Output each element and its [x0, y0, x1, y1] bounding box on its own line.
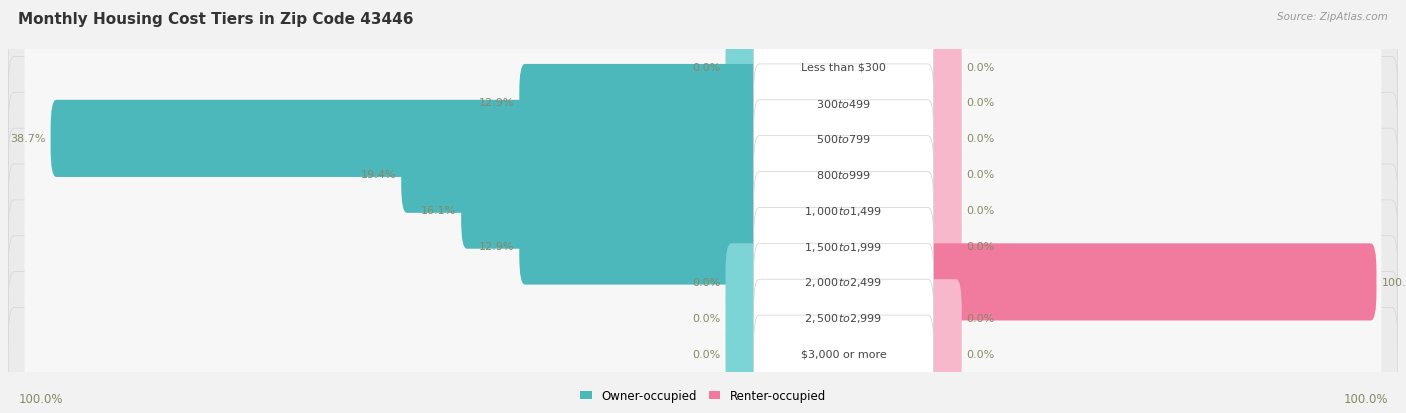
Text: $3,000 or more: $3,000 or more — [801, 349, 886, 359]
FancyBboxPatch shape — [25, 140, 1381, 209]
FancyBboxPatch shape — [922, 172, 962, 249]
Text: 12.9%: 12.9% — [479, 242, 515, 252]
Legend: Owner-occupied, Renter-occupied: Owner-occupied, Renter-occupied — [575, 385, 831, 407]
FancyBboxPatch shape — [25, 176, 1381, 245]
FancyBboxPatch shape — [25, 212, 1381, 281]
Text: 0.0%: 0.0% — [692, 277, 721, 287]
FancyBboxPatch shape — [25, 104, 1381, 173]
FancyBboxPatch shape — [8, 308, 1398, 400]
Text: 100.0%: 100.0% — [1381, 277, 1406, 287]
FancyBboxPatch shape — [25, 248, 1381, 317]
FancyBboxPatch shape — [25, 284, 1381, 352]
FancyBboxPatch shape — [725, 244, 765, 320]
FancyBboxPatch shape — [519, 65, 765, 142]
Text: 19.4%: 19.4% — [361, 170, 396, 180]
Text: 0.0%: 0.0% — [967, 313, 995, 323]
FancyBboxPatch shape — [922, 136, 962, 213]
FancyBboxPatch shape — [8, 21, 1398, 114]
Text: $2,500 to $2,999: $2,500 to $2,999 — [804, 311, 883, 325]
Text: 0.0%: 0.0% — [967, 62, 995, 72]
Text: 100.0%: 100.0% — [18, 392, 63, 405]
Text: 38.7%: 38.7% — [10, 134, 45, 144]
Text: $2,000 to $2,499: $2,000 to $2,499 — [804, 276, 883, 289]
FancyBboxPatch shape — [8, 200, 1398, 292]
FancyBboxPatch shape — [725, 316, 765, 392]
Text: 0.0%: 0.0% — [967, 170, 995, 180]
FancyBboxPatch shape — [754, 29, 934, 106]
Text: 12.9%: 12.9% — [479, 98, 515, 108]
Text: $800 to $999: $800 to $999 — [815, 169, 872, 181]
FancyBboxPatch shape — [754, 244, 934, 320]
FancyBboxPatch shape — [754, 172, 934, 249]
Text: 0.0%: 0.0% — [967, 206, 995, 216]
FancyBboxPatch shape — [754, 280, 934, 356]
FancyBboxPatch shape — [461, 172, 765, 249]
FancyBboxPatch shape — [754, 136, 934, 213]
FancyBboxPatch shape — [8, 236, 1398, 328]
Text: 0.0%: 0.0% — [967, 134, 995, 144]
FancyBboxPatch shape — [922, 244, 1376, 320]
FancyBboxPatch shape — [922, 280, 962, 356]
FancyBboxPatch shape — [25, 319, 1381, 388]
Text: 0.0%: 0.0% — [692, 313, 721, 323]
FancyBboxPatch shape — [922, 65, 962, 142]
FancyBboxPatch shape — [25, 33, 1381, 102]
FancyBboxPatch shape — [8, 129, 1398, 221]
FancyBboxPatch shape — [754, 65, 934, 142]
FancyBboxPatch shape — [922, 208, 962, 285]
Text: 100.0%: 100.0% — [1343, 392, 1388, 405]
FancyBboxPatch shape — [922, 29, 962, 106]
Text: 0.0%: 0.0% — [967, 242, 995, 252]
FancyBboxPatch shape — [51, 100, 765, 178]
FancyBboxPatch shape — [8, 272, 1398, 364]
FancyBboxPatch shape — [8, 57, 1398, 149]
Text: 16.1%: 16.1% — [420, 206, 456, 216]
FancyBboxPatch shape — [725, 280, 765, 356]
FancyBboxPatch shape — [519, 208, 765, 285]
FancyBboxPatch shape — [754, 100, 934, 178]
Text: Source: ZipAtlas.com: Source: ZipAtlas.com — [1277, 12, 1388, 22]
FancyBboxPatch shape — [25, 69, 1381, 138]
FancyBboxPatch shape — [754, 208, 934, 285]
FancyBboxPatch shape — [725, 29, 765, 106]
Text: $300 to $499: $300 to $499 — [815, 97, 872, 109]
FancyBboxPatch shape — [8, 165, 1398, 256]
Text: Less than $300: Less than $300 — [801, 62, 886, 72]
Text: 0.0%: 0.0% — [692, 62, 721, 72]
FancyBboxPatch shape — [754, 316, 934, 392]
Text: $500 to $799: $500 to $799 — [815, 133, 872, 145]
Text: 0.0%: 0.0% — [967, 98, 995, 108]
Text: 0.0%: 0.0% — [692, 349, 721, 359]
FancyBboxPatch shape — [401, 136, 765, 213]
FancyBboxPatch shape — [8, 93, 1398, 185]
Text: Monthly Housing Cost Tiers in Zip Code 43446: Monthly Housing Cost Tiers in Zip Code 4… — [18, 12, 413, 27]
FancyBboxPatch shape — [922, 316, 962, 392]
Text: 0.0%: 0.0% — [967, 349, 995, 359]
FancyBboxPatch shape — [922, 100, 962, 178]
Text: $1,500 to $1,999: $1,500 to $1,999 — [804, 240, 883, 253]
Text: $1,000 to $1,499: $1,000 to $1,499 — [804, 204, 883, 217]
